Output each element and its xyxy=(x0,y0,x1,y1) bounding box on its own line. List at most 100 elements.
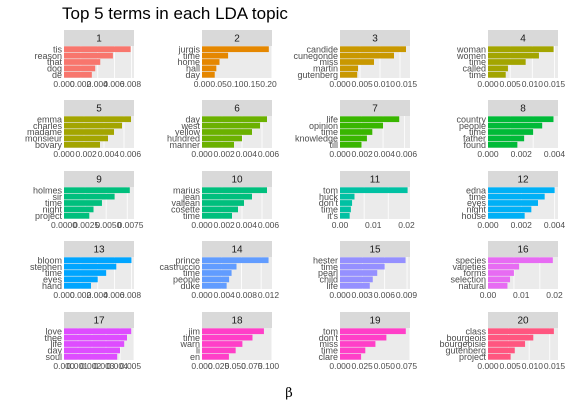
term-label: life xyxy=(326,281,338,291)
bar xyxy=(202,263,237,270)
x-tick-label: 0.000 xyxy=(329,79,351,89)
x-tick-label: 0.005 xyxy=(500,361,522,371)
term-label: time xyxy=(469,57,486,67)
term-label: women xyxy=(456,51,486,61)
term-label: time xyxy=(183,268,200,278)
term-label: tom xyxy=(323,326,338,336)
x-tick-label: 0.002 xyxy=(80,361,102,371)
x-tick-label: 0.005 xyxy=(352,79,374,89)
bar xyxy=(202,187,267,194)
bar xyxy=(64,257,132,264)
bar xyxy=(340,59,374,65)
term-label: eyes xyxy=(43,275,63,285)
x-tick-label: 0.15 xyxy=(244,79,261,89)
facet-strip xyxy=(340,171,410,187)
bar xyxy=(340,129,373,135)
x-tick-label: 0.010 xyxy=(522,361,544,371)
facet-strip-label: 17 xyxy=(93,316,105,327)
term-label: that xyxy=(47,57,63,67)
x-tick-label: 0.001 xyxy=(67,361,89,371)
x-tick-label: 0.000 xyxy=(53,149,75,159)
bar xyxy=(340,65,358,72)
bar xyxy=(488,116,554,123)
term-label: people xyxy=(173,275,200,285)
term-label: eyes xyxy=(467,198,487,208)
bar xyxy=(202,334,253,341)
term-label: selection xyxy=(450,275,486,285)
bar xyxy=(202,141,234,148)
bar xyxy=(64,65,96,72)
bar xyxy=(488,135,525,142)
term-label: house xyxy=(461,211,486,221)
x-tick-label: 0.015 xyxy=(544,361,566,371)
facet-strip xyxy=(64,312,134,328)
bar xyxy=(340,206,351,213)
bar xyxy=(202,46,269,53)
x-tick-label: 0.050 xyxy=(374,361,396,371)
term-label: class xyxy=(465,326,486,336)
bar xyxy=(202,129,252,135)
bar xyxy=(340,328,406,335)
term-label: project xyxy=(35,211,63,221)
term-label: opinion xyxy=(309,121,338,131)
x-tick-label: 0.100 xyxy=(258,361,280,371)
term-label: madame xyxy=(27,127,62,137)
term-label: till xyxy=(330,140,339,150)
term-label: monsieur xyxy=(25,134,62,144)
bar xyxy=(488,263,520,270)
x-tick-label: 0.000 xyxy=(477,220,499,230)
facet-strip xyxy=(202,241,272,257)
x-tick-label: 0.006 xyxy=(103,79,125,89)
term-label: time xyxy=(321,205,338,215)
term-label: country xyxy=(456,114,486,124)
term-label: night xyxy=(466,205,486,215)
bar xyxy=(202,52,229,59)
x-tick-label: 0.00 xyxy=(480,290,497,300)
term-label: it's xyxy=(327,211,338,221)
x-tick-label: 0.003 xyxy=(93,361,115,371)
facet-strip-label: 9 xyxy=(96,175,102,186)
x-tick-label: 0.002 xyxy=(214,149,236,159)
bar xyxy=(340,353,362,360)
facet-strip-label: 6 xyxy=(234,104,240,115)
bar xyxy=(202,122,260,129)
facet-strip-label: 19 xyxy=(369,316,381,327)
bar xyxy=(202,257,269,264)
facet-strip xyxy=(64,30,134,46)
bar xyxy=(488,353,511,360)
bar xyxy=(64,71,92,78)
bar xyxy=(64,59,101,65)
x-tick-label: 0.0075 xyxy=(118,220,144,230)
term-label: west xyxy=(180,121,200,131)
x-tick-label: 0.012 xyxy=(258,290,280,300)
facet-strip xyxy=(202,100,272,116)
bar xyxy=(64,141,100,148)
x-tick-label: 0.0050 xyxy=(95,220,121,230)
x-tick-label: 0.01 xyxy=(513,290,530,300)
facet-strip-label: 2 xyxy=(234,34,240,45)
bar xyxy=(340,141,362,148)
x-tick-label: 0.004 xyxy=(236,220,258,230)
bar xyxy=(202,353,229,360)
term-label: holmes xyxy=(33,185,63,195)
term-label: hand xyxy=(42,281,62,291)
facet-strip-label: 5 xyxy=(96,104,102,115)
facet-strip-label: 1 xyxy=(96,34,102,45)
term-label: gutenberg xyxy=(445,346,486,356)
x-tick-label: 0.006 xyxy=(374,290,396,300)
term-label: prince xyxy=(175,255,200,265)
x-tick-label: 0.015 xyxy=(396,79,418,89)
facet-strip-label: 10 xyxy=(231,175,243,186)
x-tick-label: 0.006 xyxy=(396,149,418,159)
bar xyxy=(64,135,108,142)
x-tick-label: 0.000 xyxy=(329,290,351,300)
term-label: tom xyxy=(323,185,338,195)
bar xyxy=(488,59,526,65)
term-label: time xyxy=(45,198,62,208)
facet-panel-16: 16speciesvarietiesformsselectionnatural0… xyxy=(450,241,563,300)
